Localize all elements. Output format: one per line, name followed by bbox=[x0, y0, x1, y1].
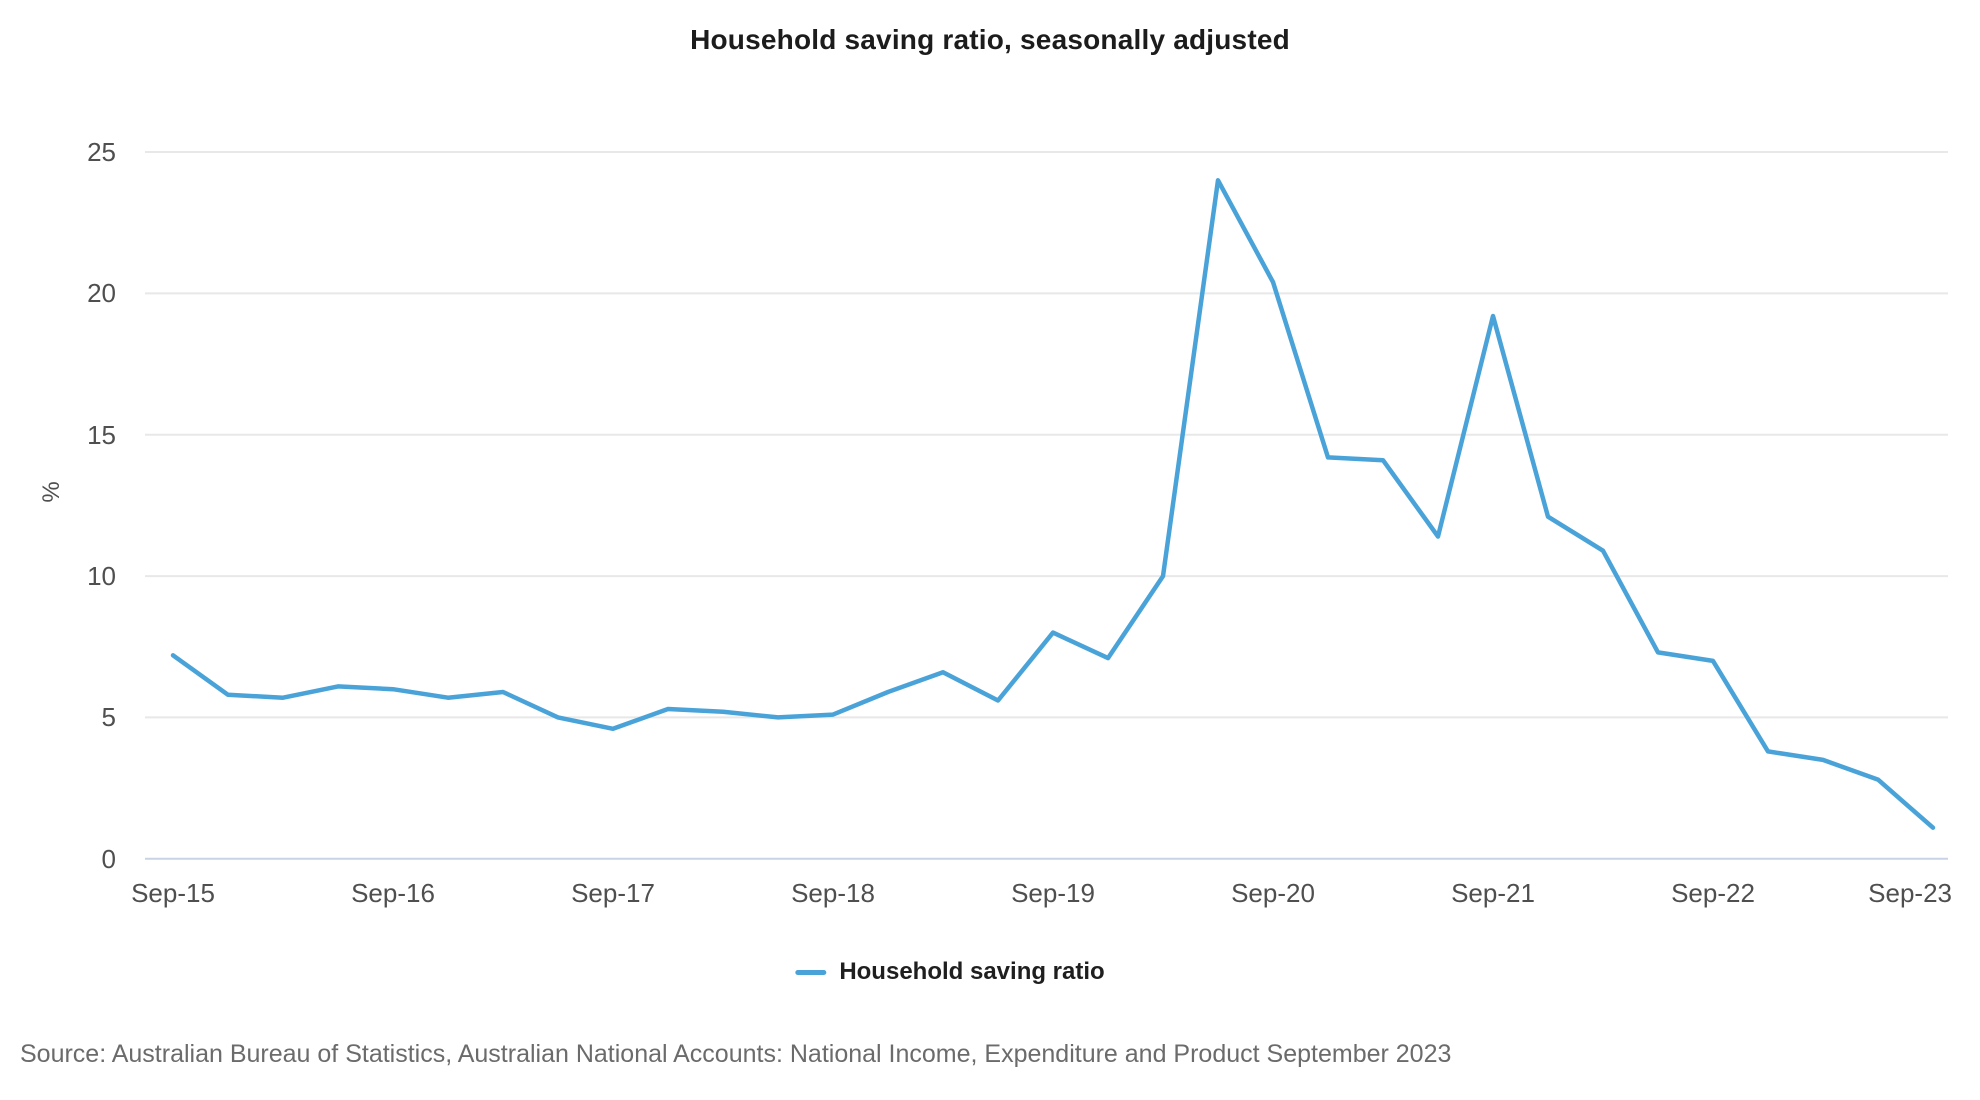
y-tick-label: 20 bbox=[87, 278, 116, 309]
y-tick-label: 0 bbox=[101, 843, 116, 874]
x-tick-label: Sep-23 bbox=[1868, 878, 1952, 908]
x-tick-label: Sep-17 bbox=[571, 878, 655, 908]
x-tick-label: Sep-21 bbox=[1451, 878, 1535, 908]
chart-title: Household saving ratio, seasonally adjus… bbox=[690, 24, 1290, 55]
x-tick-label: Sep-15 bbox=[131, 878, 215, 908]
x-tick-label: Sep-16 bbox=[351, 878, 435, 908]
y-tick-label: 5 bbox=[101, 702, 116, 733]
legend-label: Household saving ratio bbox=[839, 958, 1105, 985]
x-tick-label: Sep-20 bbox=[1231, 878, 1315, 908]
x-tick-label: Sep-18 bbox=[791, 878, 875, 908]
x-tick-label: Sep-22 bbox=[1671, 878, 1755, 908]
y-tick-label: 10 bbox=[87, 561, 116, 592]
legend-item-household-saving-ratio[interactable]: Household saving ratio bbox=[795, 958, 1105, 986]
source-text: Source: Australian Bureau of Statistics,… bbox=[20, 1040, 1452, 1068]
x-tick-label: Sep-19 bbox=[1011, 878, 1095, 908]
y-tick-label: 25 bbox=[87, 137, 116, 168]
series-line bbox=[170, 178, 1936, 830]
line-series-swatch-icon bbox=[795, 969, 827, 975]
gridlines-group bbox=[145, 151, 1948, 860]
y-tick-label: 15 bbox=[87, 419, 116, 450]
